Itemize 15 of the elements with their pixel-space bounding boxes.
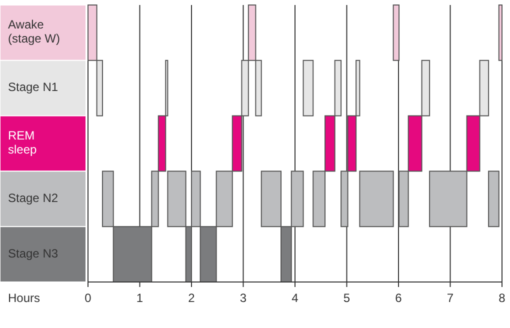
y-tick-label: Awake (stage W) <box>8 18 60 46</box>
x-tick-label: 1 <box>136 291 144 305</box>
x-axis-title: Hours <box>8 291 40 305</box>
x-tick-label: 8 <box>498 291 506 305</box>
x-tick-label: 4 <box>292 291 299 305</box>
y-tick-label: Stage N3 <box>8 246 58 260</box>
x-tick-label: 2 <box>188 291 196 305</box>
x-tick-label: 6 <box>395 291 402 305</box>
x-tick-label: 7 <box>446 291 454 305</box>
x-tick-label: 0 <box>84 291 92 305</box>
x-tick-label: 5 <box>343 291 350 305</box>
y-tick-label: Stage N1 <box>8 80 58 94</box>
y-tick-label: Stage N2 <box>8 191 58 206</box>
y-tick-label: REM sleep <box>8 128 38 157</box>
x-tick-label: 3 <box>240 291 247 305</box>
